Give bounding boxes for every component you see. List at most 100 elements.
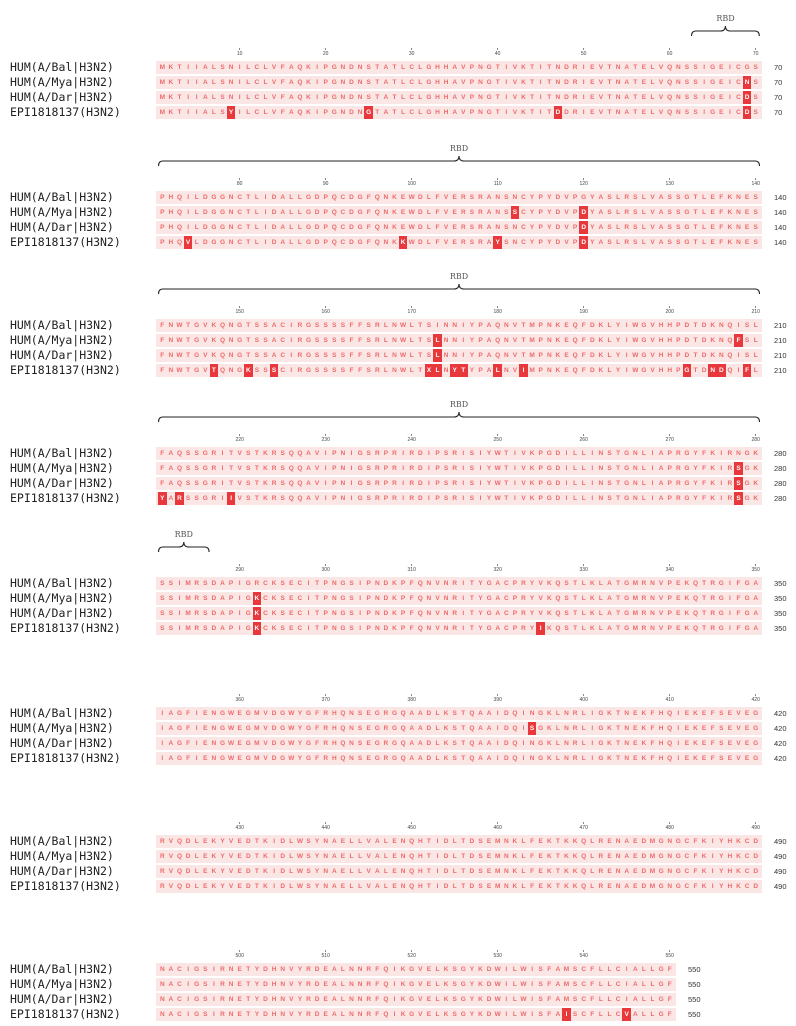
alignment-block: 220 230 240 250 260 270 280 HUM(A/Bal|H3N2) F A Q S…	[0, 426, 796, 510]
residue: I	[677, 725, 680, 732]
residue: Q	[176, 883, 183, 890]
residue: D	[280, 868, 286, 875]
residue: N	[718, 337, 724, 344]
residue: K	[521, 64, 526, 71]
residue: G	[710, 64, 716, 71]
residue: L	[607, 1011, 612, 1018]
residue: V	[366, 883, 371, 890]
residue: G	[357, 450, 363, 457]
residue: Y	[719, 838, 724, 845]
residue: G	[658, 853, 664, 860]
sequence-name: HUM(A/Dar|H3N2)	[10, 90, 114, 104]
residue: N	[632, 495, 638, 502]
row-end-position: 350	[774, 624, 787, 633]
residue: C	[340, 239, 346, 246]
alignment-row: EPI1818137(H3N2) I A G F I E N G W E G M V D G W Y G F R H Q N S…	[0, 751, 796, 766]
residue: E	[684, 740, 690, 747]
residue: H	[271, 966, 277, 973]
residue: D	[443, 868, 449, 875]
residue: V	[461, 94, 466, 101]
residue: Q	[374, 194, 380, 201]
residue: R	[366, 1011, 372, 1018]
residue: I	[703, 94, 705, 101]
tick-mark	[411, 822, 413, 824]
residue: Y	[254, 981, 260, 988]
position-tick: 280	[746, 434, 766, 443]
residue: I	[402, 450, 404, 457]
residue: V	[263, 755, 268, 762]
residue: F	[736, 610, 741, 617]
residue: D	[684, 337, 690, 344]
residue: Y	[547, 224, 552, 231]
alignment-block: 80 90 100 110 120 130 140 HUM(A/Bal|H3N2) P H Q I L D…	[0, 170, 796, 254]
residue: I	[505, 1011, 508, 1018]
residue: F	[530, 868, 535, 875]
residue: T	[504, 450, 509, 457]
residue: T	[573, 580, 578, 587]
residue: L	[194, 838, 199, 845]
residue: Y	[529, 194, 535, 201]
residue: N	[512, 239, 518, 246]
residue: G	[280, 755, 286, 762]
residue: G	[219, 740, 226, 747]
residue: K	[589, 580, 595, 587]
residue: T	[633, 109, 638, 116]
residue: L	[297, 194, 302, 201]
residue: F	[160, 367, 165, 374]
residue: G	[280, 740, 286, 747]
rbd-region: RBD	[157, 144, 761, 170]
residue: I	[324, 465, 327, 472]
residue: D	[426, 755, 432, 762]
residue: I	[462, 595, 465, 602]
residue: I	[625, 322, 628, 329]
residue: C	[503, 595, 509, 602]
residue: E	[237, 868, 242, 875]
residue: C	[521, 224, 526, 231]
residue: I	[496, 725, 499, 732]
residue: D	[469, 853, 475, 860]
residue: A	[486, 239, 492, 246]
residue: S	[753, 194, 758, 201]
residue: G	[245, 710, 251, 717]
residue: P	[400, 595, 406, 602]
residue: N	[340, 64, 346, 71]
tick-label: 410	[665, 697, 674, 703]
row-end-position: 280	[774, 464, 787, 473]
position-tick: 320	[488, 564, 508, 573]
residue: G	[202, 495, 208, 502]
residue: R	[460, 209, 466, 216]
residue: N	[211, 725, 217, 732]
residue: L	[650, 109, 655, 116]
residue: S	[753, 79, 758, 86]
residue: E	[744, 209, 750, 216]
variant-residue: Y	[226, 106, 236, 119]
residue: L	[607, 367, 612, 374]
tick-label: 250	[493, 437, 502, 443]
residue: E	[633, 853, 638, 860]
residue: T	[616, 450, 621, 457]
residue: G	[460, 966, 466, 973]
residue: L	[512, 981, 517, 988]
residue: M	[185, 580, 191, 587]
residue: E	[590, 64, 595, 71]
residue: I	[436, 322, 439, 329]
residue: Q	[340, 710, 346, 717]
residue: E	[633, 725, 638, 732]
residue: K	[443, 725, 449, 732]
residue: F	[547, 981, 552, 988]
residue: I	[178, 595, 181, 602]
residue: T	[461, 883, 466, 890]
residue: N	[349, 1011, 354, 1018]
residue: T	[693, 209, 698, 216]
residue: I	[462, 495, 465, 502]
residue: A	[383, 94, 389, 101]
residue: S	[366, 94, 371, 101]
residue: K	[263, 495, 268, 502]
residue: P	[538, 194, 543, 201]
residue: S	[469, 450, 475, 457]
residue: N	[228, 224, 234, 231]
residue: E	[538, 838, 543, 845]
residue: E	[203, 868, 208, 875]
residue: G	[305, 322, 312, 329]
residue: N	[392, 322, 397, 329]
